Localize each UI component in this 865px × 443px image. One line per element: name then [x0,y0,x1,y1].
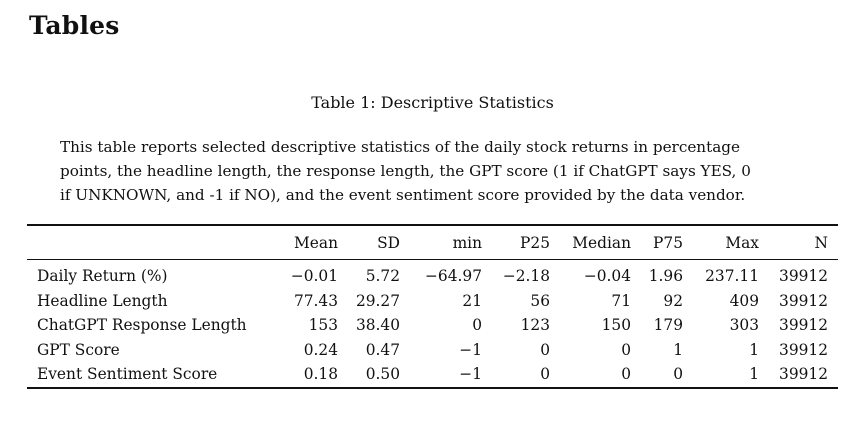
table-cell: 150 [601,316,631,335]
table-cell: 179 [653,316,683,335]
table-cell: 1 [749,340,759,359]
table-cell: 39912 [779,291,828,310]
table-cell: 39912 [779,316,828,335]
table-row: Daily Return (%) −0.01 5.72 −64.97 −2.18… [27,260,838,289]
table-cell: 123 [520,316,550,335]
table-cell: 29.27 [355,291,400,310]
table-cell: 77.43 [293,291,338,310]
table-header-row: Mean SD min P25 Median P75 Max N [27,225,838,260]
table-cell: 1 [673,340,683,359]
table-note: This table reports selected descriptive … [60,138,751,204]
table-row: ChatGPT Response Length 153 38.40 0 123 … [27,313,838,338]
table-cell: 153 [308,316,338,335]
table-cell: 71 [611,291,631,310]
table-cell: 39912 [779,340,828,359]
table-cell: 0.50 [365,365,400,384]
column-header-p75: P75 [653,233,683,252]
table-caption: Table 1: Descriptive Statistics [311,93,554,112]
table-cell: 56 [530,291,550,310]
table-cell: 303 [729,316,759,335]
table-cell: 0 [540,365,550,384]
table-cell: −0.04 [583,267,631,286]
table-cell: 0 [472,316,482,335]
table-cell: 0 [673,365,683,384]
table-row: GPT Score 0.24 0.47 −1 0 0 1 1 39912 [27,338,838,363]
table-cell: 1 [749,365,759,384]
table-cell: 0.18 [303,365,338,384]
column-header-max: Max [725,233,759,252]
table-row: Headline Length 77.43 29.27 21 56 71 92 … [27,289,838,314]
column-header-min: min [452,233,482,252]
table-cell: 1.96 [648,267,683,286]
table-cell: −64.97 [425,267,482,286]
table-cell: −1 [459,340,482,359]
table-cell: 0 [621,340,631,359]
row-label: Headline Length [37,291,168,310]
column-header-label [27,225,269,260]
column-header-mean: Mean [294,233,338,252]
table-cell: 39912 [779,267,828,286]
table-cell: −1 [459,365,482,384]
table-cell: 0 [540,340,550,359]
row-label: ChatGPT Response Length [37,316,247,335]
row-label: Event Sentiment Score [37,365,218,384]
table-cell: −0.01 [290,267,338,286]
table-cell: 38.40 [355,316,400,335]
table-cell: 0 [621,365,631,384]
table-cell: 237.11 [705,267,759,286]
table-cell: 92 [663,291,683,310]
section-heading: Tables [29,11,120,40]
column-header-sd: SD [377,233,400,252]
table-cell: 409 [729,291,759,310]
row-label: Daily Return (%) [37,267,168,286]
table-row: Event Sentiment Score 0.18 0.50 −1 0 0 0… [27,362,838,388]
table-cell: −2.18 [502,267,550,286]
row-label: GPT Score [37,340,120,359]
table-cell: 39912 [779,365,828,384]
table-cell: 0.24 [303,340,338,359]
column-header-p25: P25 [520,233,550,252]
table-cell: 21 [462,291,482,310]
table-cell: 0.47 [365,340,400,359]
column-header-median: Median [572,233,631,252]
table-cell: 5.72 [365,267,400,286]
statistics-table: Mean SD min P25 Median P75 Max N Daily R… [27,224,838,389]
descriptive-statistics-table: Mean SD min P25 Median P75 Max N Daily R… [27,224,838,389]
column-header-n: N [814,233,828,252]
